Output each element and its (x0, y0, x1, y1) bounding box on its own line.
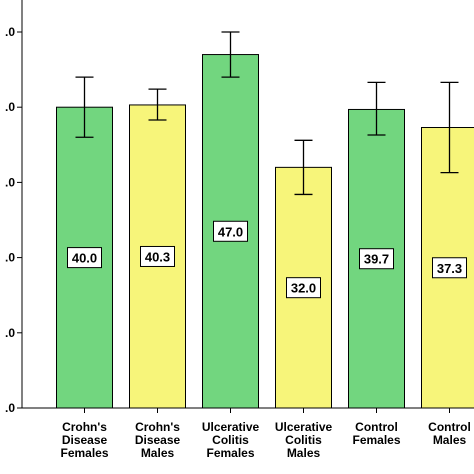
value-label: 47.0 (218, 224, 243, 239)
bar-group: 32.0 (275, 139, 332, 409)
value-label-box (140, 245, 175, 267)
bar-group: 40.0 (56, 76, 113, 409)
bar-group: 37.3 (421, 81, 474, 409)
category-label-line: Males (141, 446, 175, 460)
y-tick-label: .0 (5, 100, 15, 114)
y-tick-label: .0 (5, 326, 15, 340)
category-label-line: Disease (62, 433, 108, 447)
y-tick-label: .0 (5, 251, 15, 265)
category-label-line: Colitis (212, 433, 249, 447)
category-label-line: Females (60, 446, 108, 460)
category-label: Crohn's Disease Males (135, 420, 181, 460)
category-label-line: Crohn's (62, 420, 107, 434)
category-label-line: Crohn's (135, 420, 180, 434)
category-label-line: Males (433, 433, 467, 447)
category-label-line: Ulcerative (275, 420, 333, 434)
category-label: Control Females (352, 420, 400, 447)
y-tick-label: .0 (5, 175, 15, 189)
y-tick-label: .0 (5, 401, 15, 415)
value-label: 39.7 (364, 252, 389, 267)
value-label: 40.3 (145, 249, 170, 264)
y-tick-label: .0 (5, 25, 15, 39)
value-label-box (286, 277, 321, 299)
value-label-box (67, 247, 102, 269)
bar-group: 47.0 (202, 31, 259, 409)
bars: 40.0 40.3 47.0 32.0 39.7 37.3 (56, 31, 474, 409)
value-label-box (432, 257, 467, 279)
value-label: 37.3 (437, 261, 462, 276)
category-label-line: Females (352, 433, 400, 447)
category-label-line: Colitis (285, 433, 322, 447)
category-label: Ulcerative Colitis Males (275, 420, 333, 460)
bar-group: 40.3 (129, 88, 186, 409)
category-label-line: Females (206, 446, 254, 460)
value-label-box (213, 220, 248, 242)
value-label: 40.0 (72, 251, 97, 266)
category-label: Crohn's Disease Females (60, 420, 108, 460)
category-label-line: Ulcerative (202, 420, 260, 434)
value-label-box (359, 248, 394, 270)
category-label-line: Control (428, 420, 471, 434)
bar-group: 39.7 (348, 81, 405, 409)
category-label-line: Males (287, 446, 321, 460)
category-label-line: Control (355, 420, 398, 434)
category-label: Ulcerative Colitis Females (202, 420, 260, 460)
value-label: 32.0 (291, 281, 316, 296)
category-label: Control Males (428, 420, 471, 447)
category-label-line: Disease (135, 433, 181, 447)
